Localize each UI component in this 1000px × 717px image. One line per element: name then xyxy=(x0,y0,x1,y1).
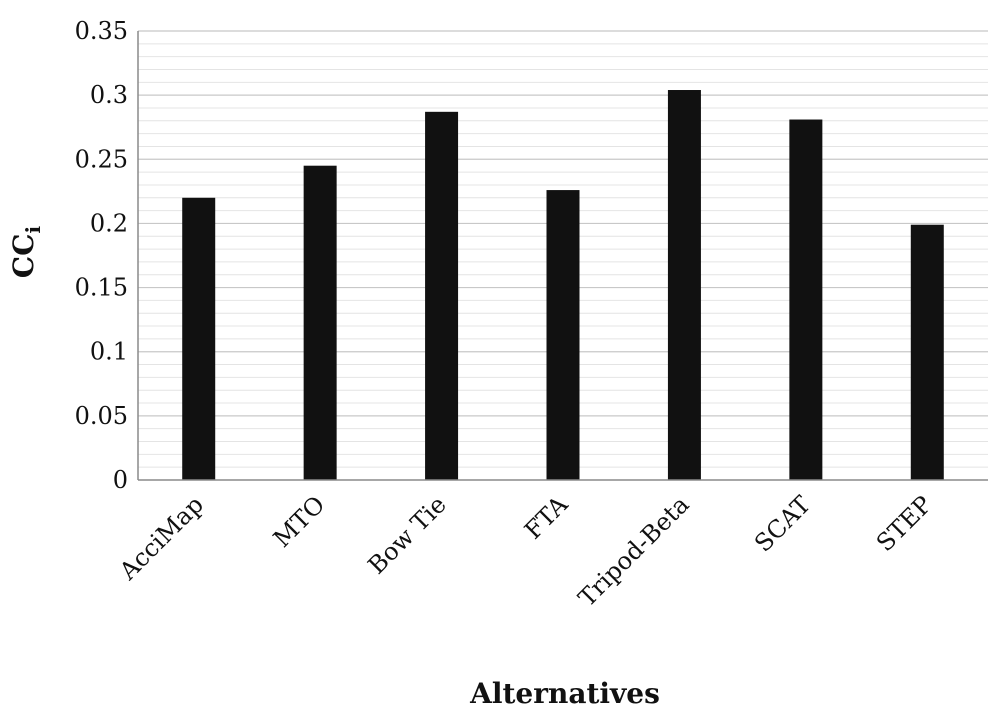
y-tick-label: 0.15 xyxy=(75,274,128,302)
y-tick-label: 0.1 xyxy=(90,338,128,366)
x-tick-label: FTA xyxy=(519,490,574,545)
y-tick-labels: 0 0.05 0.1 0.15 0.2 0.25 0.3 0.35 xyxy=(75,17,128,494)
x-tick-label: MTO xyxy=(268,490,330,552)
bars xyxy=(182,90,944,481)
x-axis-title: Alternatives xyxy=(469,677,660,710)
y-tick-label: 0 xyxy=(113,466,128,494)
bar-fta xyxy=(546,190,580,480)
bar-bow-tie xyxy=(425,111,459,480)
x-tick-label: Bow Tie xyxy=(363,490,452,579)
bar-mto xyxy=(303,165,337,480)
y-tick-label: 0.35 xyxy=(75,17,128,45)
x-tick-label: SCAT xyxy=(749,490,816,557)
bar-scat xyxy=(789,119,823,480)
x-tick-label: STEP xyxy=(871,490,938,557)
bar-tripod-beta xyxy=(667,90,701,481)
x-tick-label: Tripod-Beta xyxy=(573,490,695,612)
y-tick-label: 0.05 xyxy=(75,402,128,430)
y-tick-label: 0.3 xyxy=(90,81,128,109)
y-axis-title: CCi xyxy=(7,226,45,279)
y-tick-label: 0.2 xyxy=(90,209,128,237)
x-tick-labels: AcciMap MTO Bow Tie FTA Tripod-Beta SCAT STEP xyxy=(113,490,937,612)
y-axis-title-subscript: i xyxy=(21,226,45,234)
bar-accimap xyxy=(182,197,216,480)
axes xyxy=(137,31,988,481)
bar-step xyxy=(910,224,944,480)
x-tick-label: AcciMap xyxy=(113,490,209,586)
y-tick-label: 0.25 xyxy=(75,145,128,173)
